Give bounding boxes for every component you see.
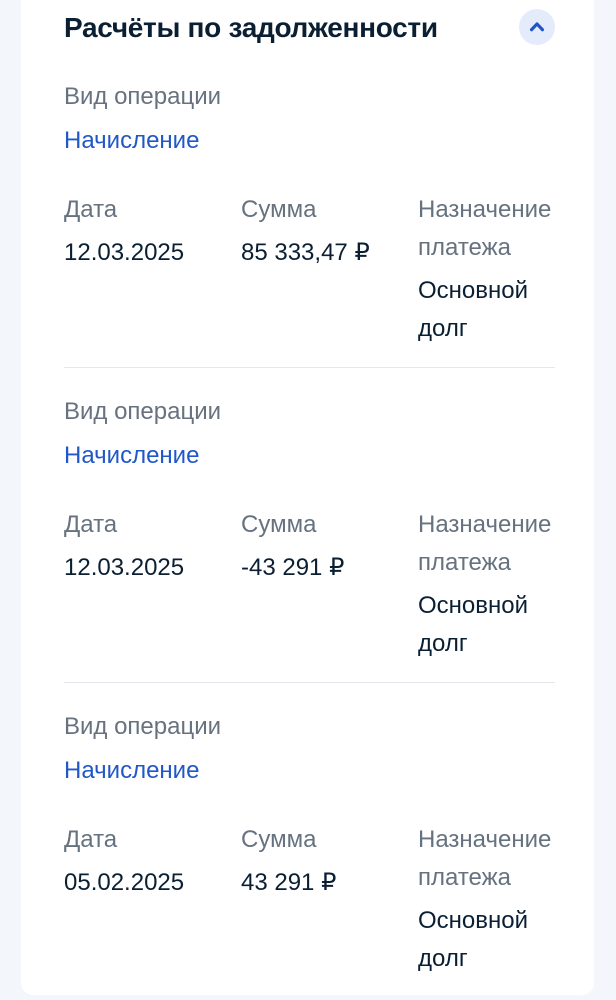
field-date: Дата 05.02.2025 xyxy=(64,821,201,978)
field-value: 12.03.2025 xyxy=(64,239,185,266)
field-payment-purpose: Назначение платежа Основной долг xyxy=(418,821,555,978)
field-payment-purpose: Назначение платежа Основной долг xyxy=(418,191,555,348)
field-label: Назначение платежа xyxy=(418,511,552,576)
operation-type-label: Вид операции xyxy=(64,398,222,425)
field-value: 85 333,47 ₽ xyxy=(241,239,370,266)
operation-section: Вид операции Начисление Дата 12.03.2025 … xyxy=(64,400,555,663)
divider xyxy=(64,367,555,368)
field-label: Дата xyxy=(64,196,118,223)
field-date: Дата 12.03.2025 xyxy=(64,506,201,663)
field-value: Основной долг xyxy=(418,592,529,657)
operation-details-grid: Дата 05.02.2025 Сумма 43 291 ₽ Назначени… xyxy=(64,821,555,978)
operation-type-link[interactable]: Начисление xyxy=(64,442,200,469)
field-payment-purpose: Назначение платежа Основной долг xyxy=(418,506,555,663)
operation-type-label: Вид операции xyxy=(64,713,222,740)
field-value: 05.02.2025 xyxy=(64,869,185,896)
field-value: Основной долг xyxy=(418,277,529,342)
field-value: 12.03.2025 xyxy=(64,554,185,581)
field-amount: Сумма 43 291 ₽ xyxy=(241,821,378,978)
divider xyxy=(64,682,555,683)
field-label: Сумма xyxy=(241,826,317,853)
operation-type-link[interactable]: Начисление xyxy=(64,757,200,784)
field-label: Дата xyxy=(64,826,118,853)
operation-details-grid: Дата 12.03.2025 Сумма -43 291 ₽ Назначен… xyxy=(64,506,555,663)
field-label: Назначение платежа xyxy=(418,196,552,261)
field-label: Сумма xyxy=(241,196,317,223)
field-value: -43 291 ₽ xyxy=(241,554,345,581)
field-amount: Сумма 85 333,47 ₽ xyxy=(241,191,378,348)
field-label: Дата xyxy=(64,511,118,538)
operation-section: Вид операции Начисление Дата 05.02.2025 … xyxy=(64,715,555,978)
operation-section: Вид операции Начисление Дата 12.03.2025 … xyxy=(64,85,555,348)
field-label: Назначение платежа xyxy=(418,826,552,891)
field-amount: Сумма -43 291 ₽ xyxy=(241,506,378,663)
card-header: Расчёты по задолженности xyxy=(64,9,555,45)
field-value: Основной долг xyxy=(418,907,529,972)
field-date: Дата 12.03.2025 xyxy=(64,191,201,348)
field-label: Сумма xyxy=(241,511,317,538)
operation-type-link[interactable]: Начисление xyxy=(64,127,200,154)
chevron-up-icon xyxy=(526,16,548,38)
field-value: 43 291 ₽ xyxy=(241,869,337,896)
page-title: Расчёты по задолженности xyxy=(64,12,438,43)
collapse-section-button[interactable] xyxy=(519,9,555,45)
operation-details-grid: Дата 12.03.2025 Сумма 85 333,47 ₽ Назнач… xyxy=(64,191,555,348)
debt-calculations-card: Расчёты по задолженности Вид операции На… xyxy=(21,0,594,995)
operation-type-label: Вид операции xyxy=(64,83,222,110)
